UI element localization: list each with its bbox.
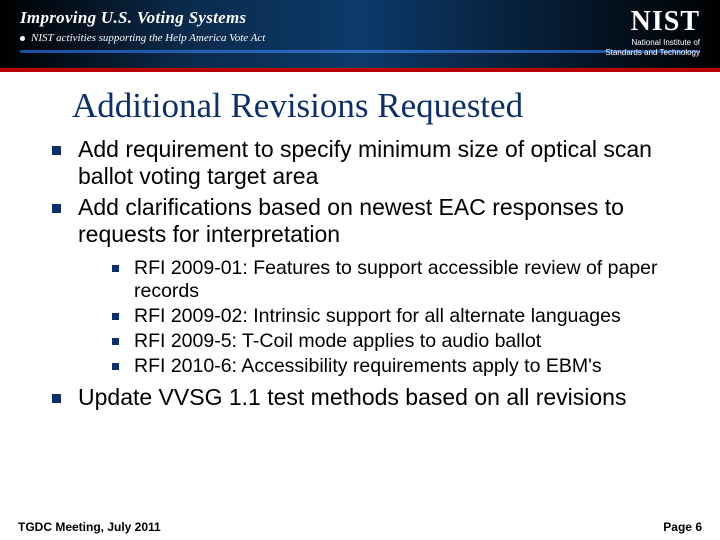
- bullet-list-level1: Add requirement to specify minimum size …: [44, 136, 684, 411]
- nist-logo-sub2: Standards and Technology: [605, 49, 700, 58]
- bullet-dot-icon: [20, 36, 25, 41]
- footer-left: TGDC Meeting, July 2011: [18, 520, 161, 534]
- bullet-item: Add requirement to specify minimum size …: [44, 136, 684, 190]
- bullet-list-level2: RFI 2009-01: Features to support accessi…: [106, 257, 684, 378]
- banner-rule: [20, 50, 700, 53]
- sub-bullet-item: RFI 2009-01: Features to support accessi…: [106, 257, 684, 303]
- slide: Improving U.S. Voting Systems NIST activ…: [0, 0, 720, 540]
- slide-title: Additional Revisions Requested: [72, 86, 684, 126]
- sub-bullet-text: RFI 2009-02: Intrinsic support for all a…: [134, 305, 621, 327]
- banner: Improving U.S. Voting Systems NIST activ…: [0, 0, 720, 72]
- banner-subtitle-text: NIST activities supporting the Help Amer…: [31, 32, 265, 44]
- sub-bullet-text: RFI 2009-5: T-Coil mode applies to audio…: [134, 330, 541, 352]
- bullet-text: Add requirement to specify minimum size …: [78, 136, 652, 189]
- bullet-text: Add clarifications based on newest EAC r…: [78, 194, 624, 247]
- sub-bullet-item: RFI 2010-6: Accessibility requirements a…: [106, 355, 684, 378]
- footer: TGDC Meeting, July 2011 Page 6: [0, 520, 720, 534]
- bullet-item: Update VVSG 1.1 test methods based on al…: [44, 384, 684, 411]
- footer-right: Page 6: [663, 520, 702, 534]
- sub-bullet-text: RFI 2009-01: Features to support accessi…: [134, 257, 658, 302]
- sub-bullet-item: RFI 2009-02: Intrinsic support for all a…: [106, 305, 684, 328]
- nist-logo: NIST National Institute of Standards and…: [605, 6, 700, 58]
- banner-title: Improving U.S. Voting Systems: [20, 8, 265, 28]
- bullet-text: Update VVSG 1.1 test methods based on al…: [78, 384, 626, 410]
- banner-subtitle: NIST activities supporting the Help Amer…: [20, 32, 265, 44]
- bullet-item: Add clarifications based on newest EAC r…: [44, 194, 684, 377]
- banner-text: Improving U.S. Voting Systems NIST activ…: [20, 8, 265, 44]
- nist-logo-text: NIST: [605, 6, 700, 38]
- sub-bullet-item: RFI 2009-5: T-Coil mode applies to audio…: [106, 330, 684, 353]
- sub-bullet-text: RFI 2010-6: Accessibility requirements a…: [134, 355, 602, 377]
- content-area: Additional Revisions Requested Add requi…: [0, 72, 720, 540]
- nist-logo-sub1: National Institute of: [605, 39, 700, 48]
